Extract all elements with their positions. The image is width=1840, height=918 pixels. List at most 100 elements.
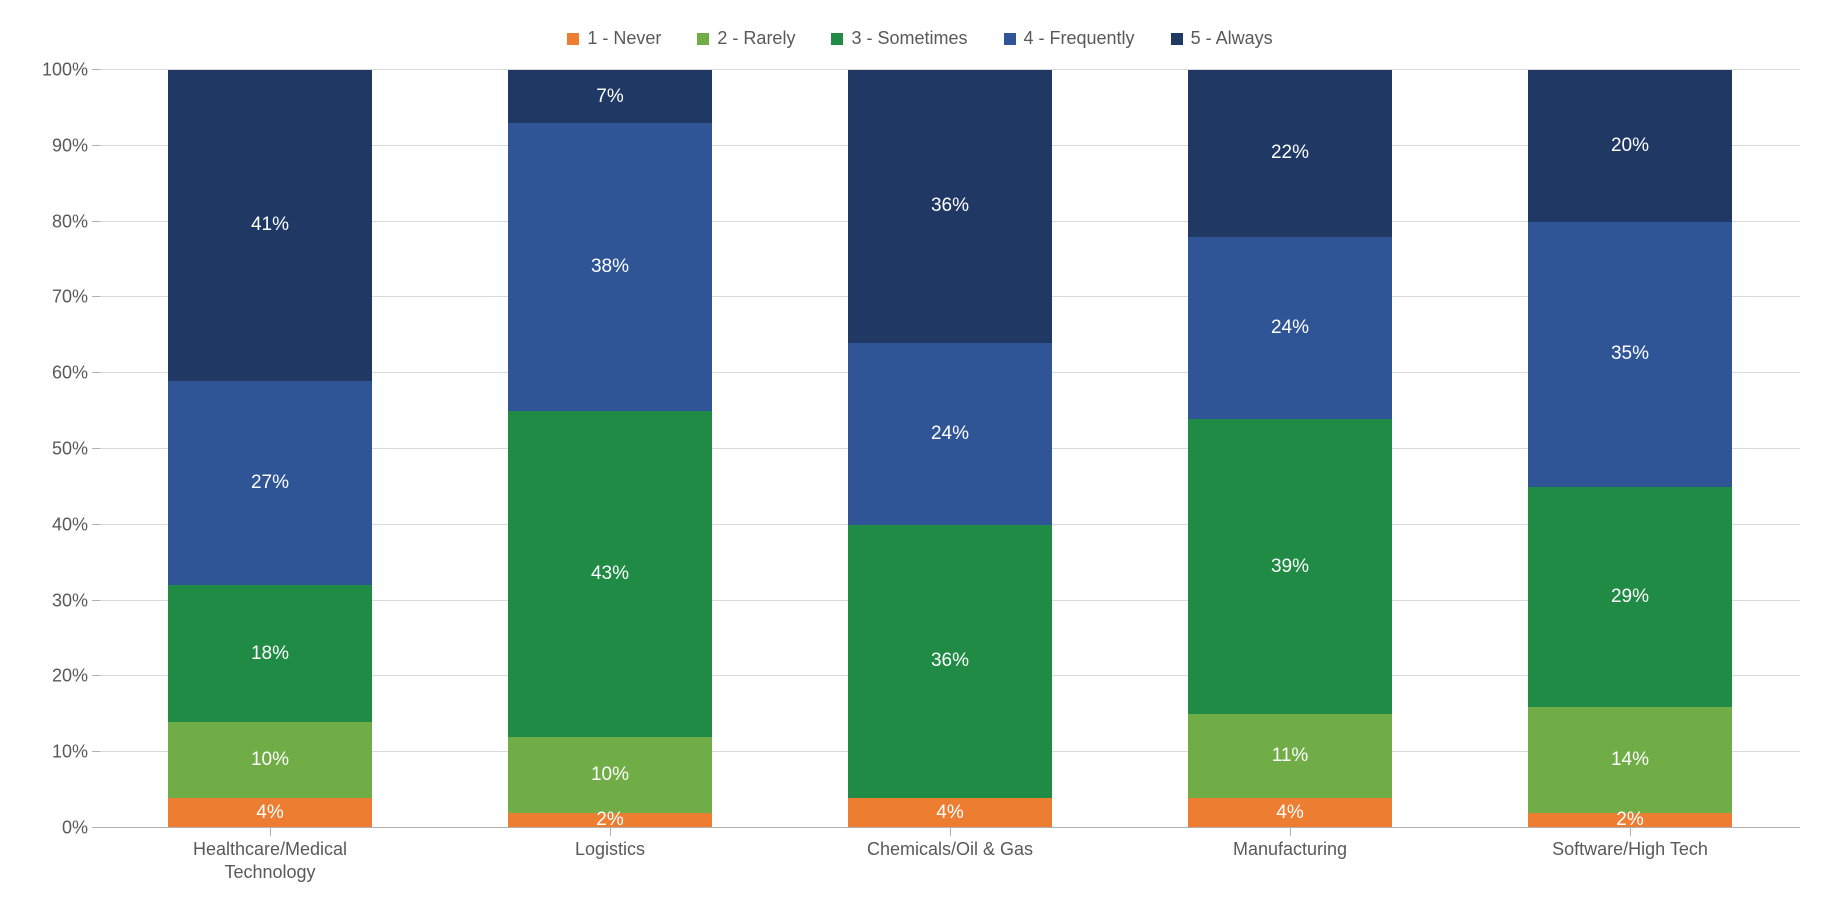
bar-segment: 2% [1528,813,1732,828]
x-tick-label: Software/High Tech [1460,828,1800,898]
y-tick-mark [92,600,100,601]
stacked-bar: 2% 14% 29% 35% 20% [1528,70,1732,828]
segment-label: 38% [591,256,629,278]
bar-segment: 4% [168,798,372,828]
segment-label: 35% [1611,343,1649,365]
y-tick-label: 60% [52,363,88,384]
segment-label: 20% [1611,135,1649,157]
stacked-bar-chart: 1 - Never 2 - Rarely 3 - Sometimes 4 - Freq… [20,20,1820,898]
x-tick-label: Chemicals/Oil & Gas [780,828,1120,898]
bar-segment: 36% [848,70,1052,343]
segment-label: 27% [251,472,289,494]
bar-segment: 11% [1188,714,1392,797]
y-tick-label: 10% [52,742,88,763]
bar-segment: 22% [1188,70,1392,237]
bar-column: 4% 11% 39% 24% 22% [1120,70,1460,828]
legend-label: 4 - Frequently [1024,28,1135,49]
stacked-bar: 4% 11% 39% 24% 22% [1188,70,1392,828]
bar-segment: 41% [168,70,372,381]
x-tick-label: Manufacturing [1120,828,1460,898]
segment-label: 10% [251,749,289,771]
x-axis: Healthcare/MedicalTechnologyLogisticsChe… [100,828,1800,898]
segment-label: 29% [1611,586,1649,608]
y-tick-mark [92,69,100,70]
legend-label: 5 - Always [1191,28,1273,49]
segment-label: 4% [256,802,283,824]
bar-segment: 2% [508,813,712,828]
legend-item: 1 - Never [567,28,661,49]
bar-segment: 10% [508,737,712,813]
legend-item: 4 - Frequently [1004,28,1135,49]
segment-label: 24% [931,423,969,445]
bar-segment: 35% [1528,222,1732,487]
legend-swatch [831,33,843,45]
legend-swatch [1171,33,1183,45]
bar-segment: 14% [1528,707,1732,813]
legend-swatch [567,33,579,45]
bar-segment: 27% [168,381,372,586]
y-tick-label: 80% [52,211,88,232]
legend-swatch [1004,33,1016,45]
segment-label: 14% [1611,749,1649,771]
legend-label: 3 - Sometimes [851,28,967,49]
y-tick-mark [92,675,100,676]
bar-segment: 24% [848,343,1052,525]
stacked-bar: 4% 10% 18% 27% 41% [168,70,372,828]
bar-column: 2% 14% 29% 35% 20% [1460,70,1800,828]
y-tick-mark [92,827,100,828]
bar-segment: 4% [848,798,1052,828]
bar-segment: 24% [1188,237,1392,419]
y-tick-label: 50% [52,439,88,460]
bar-segment: 7% [508,70,712,123]
segment-label: 18% [251,643,289,665]
y-tick-mark [92,524,100,525]
y-tick-label: 30% [52,590,88,611]
bar-segment: 10% [168,722,372,798]
segment-label: 24% [1271,317,1309,339]
segment-label: 43% [591,563,629,585]
segment-label: 7% [596,86,623,108]
legend-item: 3 - Sometimes [831,28,967,49]
y-tick-mark [92,751,100,752]
legend-item: 2 - Rarely [697,28,795,49]
bar-segment: 38% [508,123,712,411]
bar-segment: 18% [168,585,372,721]
chart-legend: 1 - Never 2 - Rarely 3 - Sometimes 4 - Freq… [20,20,1820,67]
y-tick-mark [92,296,100,297]
x-tick-label: Logistics [440,828,780,898]
stacked-bar: 2% 10% 43% 38% 7% [508,70,712,828]
y-tick-label: 100% [42,60,88,81]
segment-label: 4% [1276,802,1303,824]
bar-segment: 39% [1188,419,1392,715]
bar-segment: 43% [508,411,712,737]
legend-item: 5 - Always [1171,28,1273,49]
segment-label: 4% [936,802,963,824]
bar-segment: 20% [1528,70,1732,222]
legend-label: 1 - Never [587,28,661,49]
segment-label: 22% [1271,142,1309,164]
legend-label: 2 - Rarely [717,28,795,49]
bar-column: 2% 10% 43% 38% 7% [440,70,780,828]
plot-area: 4% 10% 18% 27% 41% 2% 10% 43% 38% 7% 4% 36% 24% 36% 4%… [100,70,1800,828]
y-tick-mark [92,145,100,146]
segment-label: 41% [251,214,289,236]
bar-segment: 36% [848,525,1052,798]
segment-label: 11% [1272,745,1309,767]
y-axis: 0%10%20%30%40%50%60%70%80%90%100% [20,70,100,828]
y-tick-mark [92,221,100,222]
legend-swatch [697,33,709,45]
y-tick-label: 20% [52,666,88,687]
y-tick-label: 40% [52,514,88,535]
bar-segment: 4% [1188,798,1392,828]
segment-label: 39% [1271,556,1309,578]
y-tick-mark [92,448,100,449]
bar-columns: 4% 10% 18% 27% 41% 2% 10% 43% 38% 7% 4% 36% 24% 36% 4%… [100,70,1800,828]
segment-label: 10% [591,764,629,786]
y-tick-label: 90% [52,135,88,156]
y-tick-mark [92,372,100,373]
y-tick-label: 70% [52,287,88,308]
bar-column: 4% 10% 18% 27% 41% [100,70,440,828]
x-tick-label: Healthcare/MedicalTechnology [100,828,440,898]
segment-label: 36% [931,195,969,217]
bar-segment: 29% [1528,487,1732,707]
